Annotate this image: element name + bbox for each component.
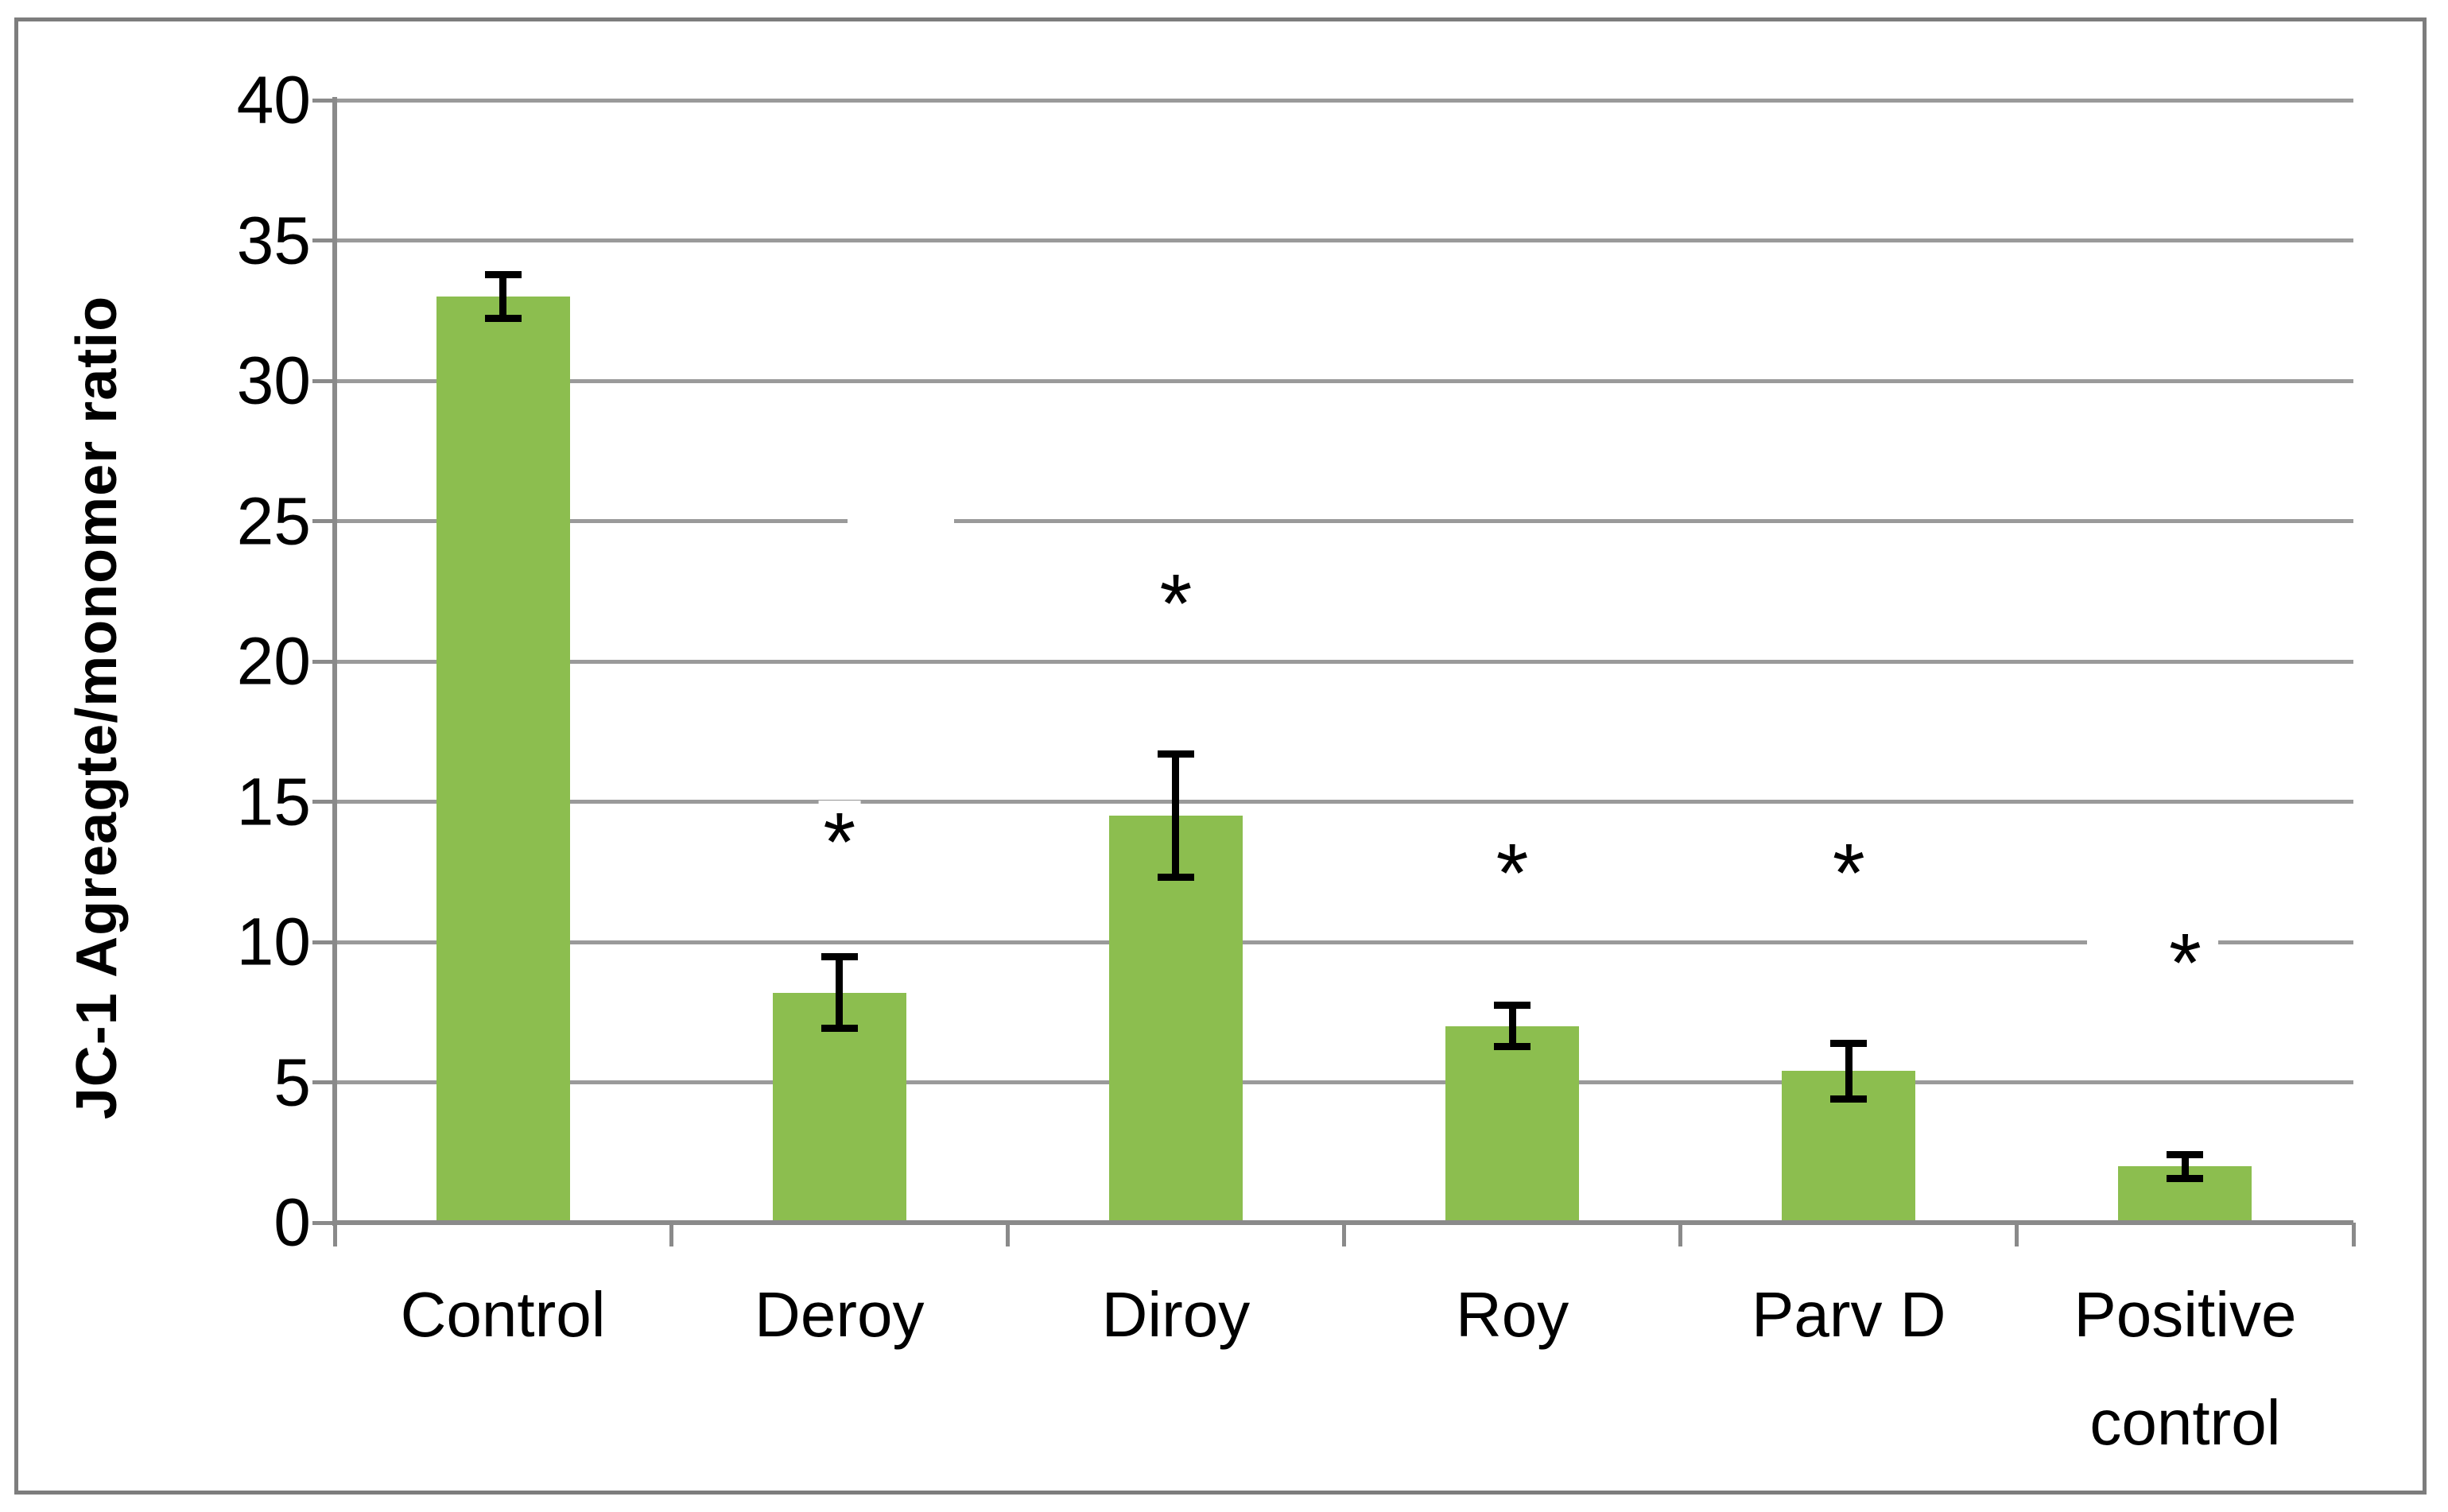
- error-bar-deroy: [836, 956, 844, 1029]
- y-tick-mark: [312, 238, 335, 242]
- x-axis-label-deroy: Deroy: [755, 1279, 925, 1350]
- x-axis-label-control: Control: [400, 1279, 606, 1350]
- significance-asterisk-positive-control: *: [2163, 921, 2206, 1006]
- gridline-y30: [335, 378, 2353, 383]
- x-axis-label-diroy: Diroy: [1101, 1279, 1251, 1350]
- error-bar-cap-bottom-roy: [1494, 1043, 1531, 1051]
- y-tick-label: 10: [236, 904, 311, 979]
- gridline-y5: [335, 1080, 2353, 1084]
- error-bar-cap-bottom-positive-control: [2167, 1175, 2204, 1183]
- gridline-y20: [335, 659, 2353, 664]
- y-tick-mark: [312, 800, 335, 804]
- error-bar-cap-top-positive-control: [2167, 1150, 2204, 1158]
- significance-asterisk-roy: *: [1491, 832, 1534, 916]
- error-bar-cap-bottom-deroy: [821, 1025, 858, 1033]
- significance-asterisk-deroy: *: [818, 801, 861, 885]
- y-tick-mark: [312, 1080, 335, 1084]
- significance-asterisk-diroy: *: [1154, 562, 1197, 646]
- gridline-y25: [335, 519, 848, 523]
- x-tick-mark: [669, 1223, 673, 1246]
- x-tick-mark: [1678, 1223, 1683, 1246]
- y-tick-mark: [312, 378, 335, 383]
- figure-border: [14, 17, 2427, 1495]
- x-tick-mark: [1342, 1223, 1346, 1246]
- y-axis-line: [332, 97, 337, 1226]
- error-bar-cap-top-diroy: [1157, 750, 1194, 758]
- y-tick-mark: [312, 940, 335, 944]
- x-tick-mark: [1005, 1223, 1010, 1246]
- y-tick-label: 0: [274, 1184, 311, 1260]
- gridline-y10: [2217, 940, 2353, 944]
- gridline-y25: [954, 519, 2353, 523]
- gridline-y15: [335, 800, 2353, 804]
- y-tick-mark: [312, 1220, 335, 1225]
- bar-control: [436, 297, 570, 1223]
- y-tick-label: 5: [274, 1045, 311, 1119]
- error-bar-roy: [1508, 1005, 1516, 1048]
- x-axis-label-positive-control: Positive control: [2074, 1279, 2297, 1458]
- bar-roy: [1445, 1025, 1580, 1223]
- gridline-y35: [335, 238, 2353, 242]
- x-tick-mark: [2351, 1223, 2356, 1246]
- y-tick-mark: [312, 98, 335, 103]
- x-axis-label-parv-d: Parv D: [1752, 1279, 1946, 1350]
- y-tick-mark: [312, 519, 335, 523]
- error-bar-control: [499, 273, 507, 320]
- y-tick-mark: [312, 659, 335, 664]
- x-tick-mark: [332, 1223, 337, 1246]
- error-bar-diroy: [1172, 754, 1180, 878]
- y-tick-label: 20: [236, 623, 311, 699]
- error-bar-cap-bottom-control: [484, 315, 522, 323]
- x-tick-mark: [2015, 1223, 2019, 1246]
- error-bar-cap-bottom-diroy: [1157, 873, 1194, 881]
- y-tick-label: 30: [236, 343, 311, 418]
- gridline-y40: [335, 98, 2353, 103]
- y-tick-label: 35: [236, 203, 311, 277]
- error-bar-cap-top-parv-d: [1830, 1040, 1868, 1048]
- y-tick-label: 15: [236, 764, 311, 839]
- y-tick-label: 25: [236, 483, 311, 558]
- error-bar-cap-top-deroy: [821, 952, 858, 960]
- error-bar-cap-bottom-parv-d: [1830, 1095, 1868, 1103]
- y-tick-label: 40: [236, 62, 311, 138]
- error-bar-cap-top-roy: [1494, 1002, 1531, 1010]
- x-axis-label-roy: Roy: [1455, 1279, 1569, 1350]
- error-bar-cap-top-control: [484, 270, 522, 278]
- error-bar-positive-control: [2181, 1153, 2189, 1180]
- error-bar-parv-d: [1845, 1043, 1852, 1099]
- bar-diroy: [1108, 816, 1243, 1223]
- y-axis-title: JC-1 Agreagte/monomer ratio: [65, 295, 129, 1120]
- significance-asterisk-parv-d: *: [1827, 832, 1870, 916]
